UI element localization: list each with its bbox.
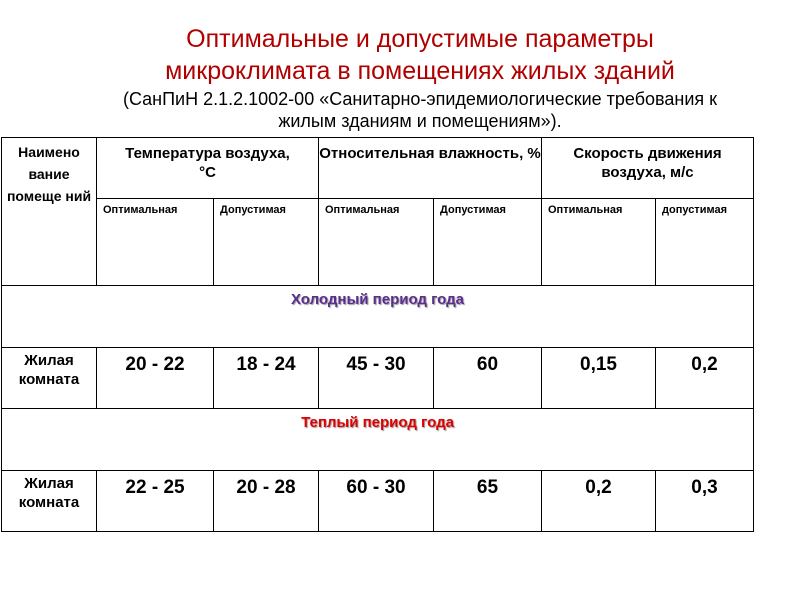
cell: 22 - 25 (96, 470, 214, 532)
cell: 0,15 (541, 347, 656, 409)
cold-period-label: Холодный период года (1, 285, 754, 348)
cell: 60 (433, 347, 542, 409)
microclimate-table: Наимено вание помеще ний Температура воз… (1, 137, 754, 532)
header-temperature-unit: °С (199, 164, 216, 181)
header-temperature-text: Температура воздуха, (125, 145, 290, 162)
header-room-name-text: Наимено вание помеще ний (6, 144, 92, 204)
cell: 0,3 (655, 470, 754, 532)
subheader: Допустимая (213, 198, 319, 286)
table-row: Жилая комната 22 - 25 20 - 28 60 - 30 65… (1, 470, 754, 532)
title-line-1: Оптимальные и допустимые параметры (186, 25, 654, 53)
subheader: Оптимальная (541, 198, 656, 286)
cell: 20 - 22 (96, 347, 214, 409)
cell: 65 (433, 470, 542, 532)
subtitle-line-2: жилым зданиям и помещениям»). (278, 111, 562, 131)
subheader: Допустимая (433, 198, 542, 286)
subheader: Оптимальная (318, 198, 434, 286)
header-air-speed: Скорость движения воздуха, м/с (541, 137, 754, 199)
subtitle-line-1: (СанПиН 2.1.2.1002-00 «Санитарно-эпидеми… (122, 89, 718, 109)
cell-room: Жилая комната (1, 470, 97, 532)
header-humidity: Относительная влажность, % (318, 137, 542, 199)
cell: 45 - 30 (318, 347, 434, 409)
header-room-name: Наимено вание помеще ний (1, 137, 97, 286)
header-temperature: Температура воздуха, °С (96, 137, 319, 199)
table-row: Жилая комната 20 - 22 18 - 24 45 - 30 60… (1, 347, 754, 409)
cell-room: Жилая комната (1, 347, 97, 409)
cell: 0,2 (541, 470, 656, 532)
cell: 60 - 30 (318, 470, 434, 532)
subheader: допустимая (655, 198, 754, 286)
cell: 18 - 24 (213, 347, 319, 409)
cell: 0,2 (655, 347, 754, 409)
warm-period-label: Теплый период года (1, 408, 754, 471)
subheader: Оптимальная (96, 198, 214, 286)
cell: 20 - 28 (213, 470, 319, 532)
title-line-2: микроклимата в помещениях жилых зданий (165, 57, 675, 85)
